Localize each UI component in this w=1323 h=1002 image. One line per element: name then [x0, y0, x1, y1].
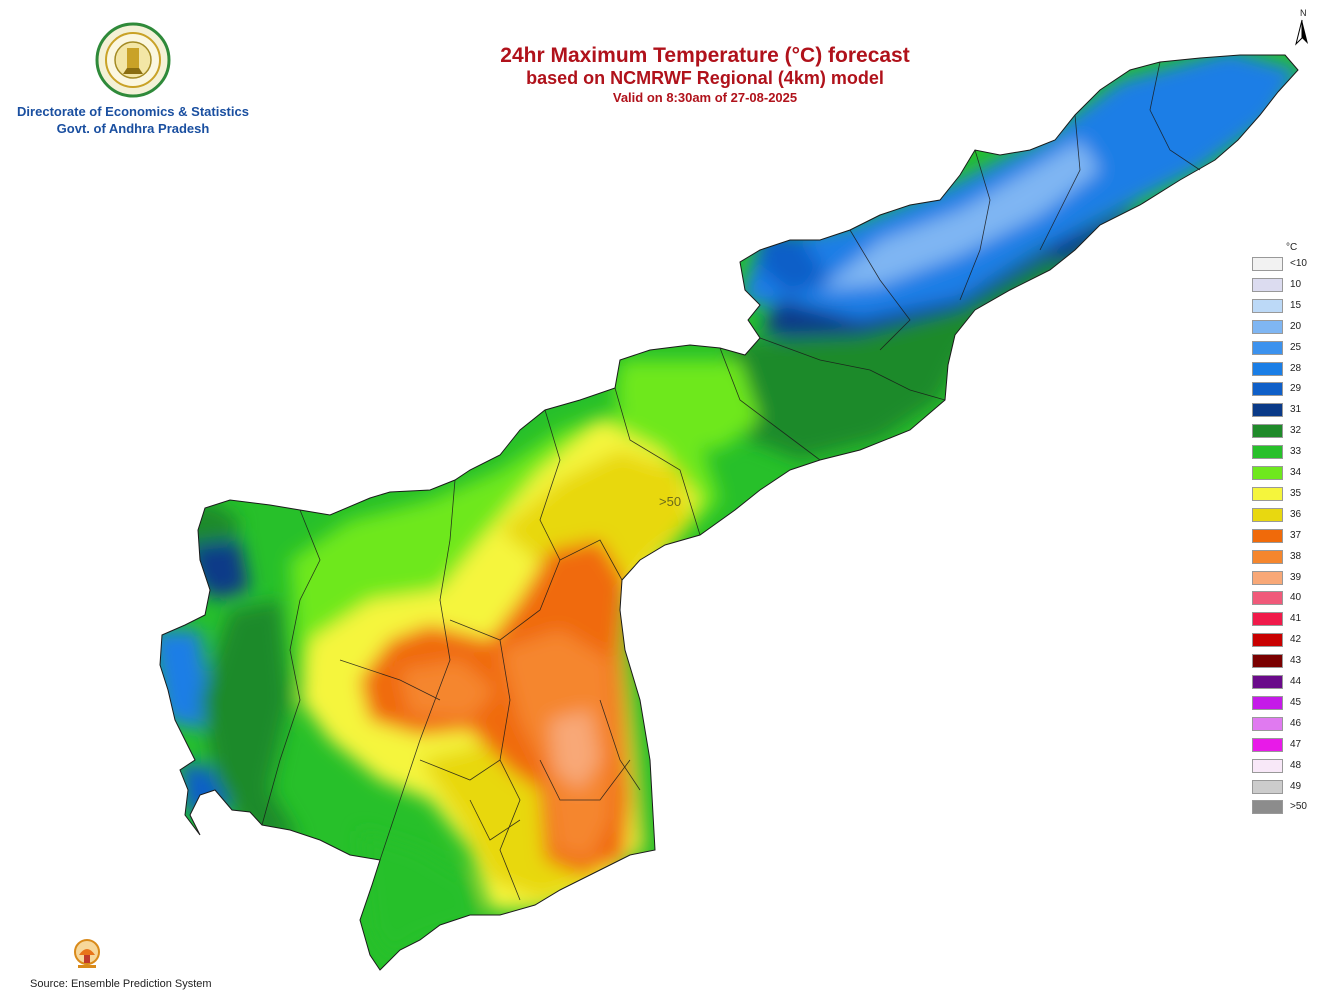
- legend-label: 29: [1290, 383, 1302, 395]
- legend-label: 48: [1290, 759, 1302, 771]
- legend-label: 15: [1290, 299, 1302, 311]
- legend-swatch: [1252, 549, 1283, 564]
- legend-label: 43: [1290, 655, 1302, 667]
- legend-swatch: [1252, 257, 1283, 271]
- legend-swatch: [1252, 591, 1283, 606]
- legend-label: 10: [1290, 278, 1302, 290]
- legend-label: 49: [1290, 780, 1302, 792]
- legend-swatch: [1252, 382, 1283, 397]
- legend-swatch: [1252, 758, 1283, 773]
- legend-swatch: [1252, 528, 1283, 543]
- title-line-1: 24hr Maximum Temperature (°C) forecast: [500, 44, 910, 67]
- legend-label: 37: [1290, 529, 1302, 541]
- legend-label: 42: [1290, 634, 1302, 646]
- legend-label: 40: [1290, 592, 1302, 604]
- north-arrow-icon: [1295, 19, 1308, 46]
- eps-logo-icon: [74, 939, 100, 968]
- title-line-3: Valid on 8:30am of 27-08-2025: [612, 90, 798, 105]
- legend-label: 46: [1290, 717, 1302, 729]
- map-title: 24hr Maximum Temperature (°C) forecast b…: [380, 44, 1030, 107]
- organization-line-1: Directorate of Economics & Statistics: [17, 104, 249, 119]
- contour-label: >50: [659, 494, 682, 509]
- legend-swatch: [1252, 507, 1283, 522]
- legend-label: 45: [1290, 696, 1302, 708]
- legend-swatch: [1252, 466, 1283, 480]
- legend-label: 38: [1290, 550, 1302, 562]
- legend-swatch: [1252, 570, 1283, 585]
- legend-label: 32: [1290, 425, 1302, 437]
- organization-line-2: Govt. of Andhra Pradesh: [56, 121, 210, 136]
- legend-swatch: [1252, 737, 1283, 752]
- legend-label: 25: [1290, 341, 1302, 353]
- legend-swatch: [1252, 612, 1283, 627]
- legend-swatch: [1252, 486, 1283, 501]
- legend-swatch: [1252, 361, 1283, 376]
- legend-swatch: [1252, 654, 1283, 669]
- legend-swatch: [1252, 424, 1283, 439]
- organization-name: Directorate of Economics & Statistics Go…: [8, 103, 258, 137]
- legend-swatch: [1252, 298, 1283, 313]
- title-line-2: based on NCMRWF Regional (4km) model: [526, 68, 884, 88]
- legend-label: >50: [1290, 801, 1307, 813]
- legend-swatch: [1252, 716, 1283, 731]
- legend-label: 33: [1290, 446, 1302, 458]
- legend-swatch: [1252, 695, 1283, 710]
- legend-label: <10: [1290, 258, 1307, 269]
- legend-swatch: [1252, 445, 1283, 460]
- legend-swatch: [1252, 277, 1283, 292]
- temperature-map: [159, 54, 1299, 971]
- legend-swatch: [1252, 633, 1283, 648]
- legend-label: 31: [1290, 404, 1302, 416]
- legend-swatch: [1252, 779, 1283, 794]
- legend-label: 34: [1290, 467, 1302, 478]
- legend-swatch: [1252, 800, 1283, 815]
- legend-swatch: [1252, 675, 1283, 689]
- ap-government-emblem: [95, 22, 171, 98]
- legend-swatch: [1252, 319, 1283, 334]
- legend-unit: °C: [1286, 242, 1298, 253]
- north-label: N: [1300, 8, 1307, 18]
- legend-swatch: [1252, 403, 1283, 418]
- source-note: Source: Ensemble Prediction System: [30, 978, 212, 990]
- legend-label: 44: [1290, 676, 1302, 687]
- legend-label: 36: [1290, 508, 1302, 520]
- legend-label: 28: [1290, 362, 1302, 374]
- legend-label: 39: [1290, 571, 1302, 583]
- legend-label: 35: [1290, 487, 1302, 499]
- legend-swatch: [1252, 340, 1283, 355]
- legend-label: 41: [1290, 613, 1302, 625]
- legend-label: 20: [1290, 320, 1302, 332]
- legend-label: 47: [1290, 738, 1302, 750]
